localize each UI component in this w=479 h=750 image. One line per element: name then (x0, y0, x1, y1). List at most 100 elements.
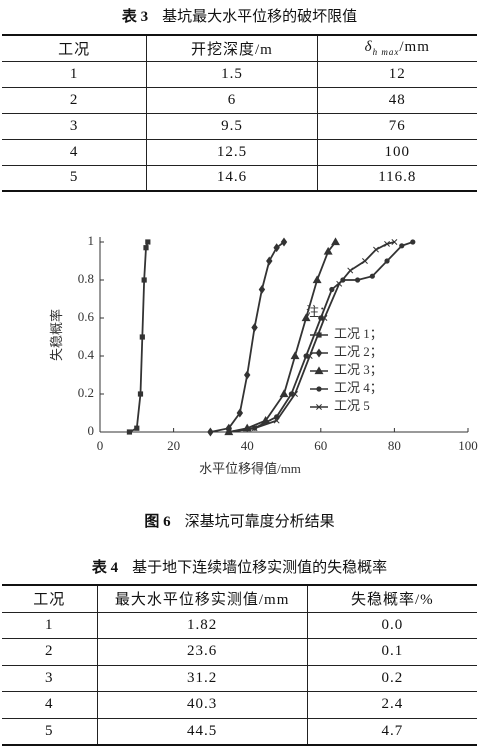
marker (303, 353, 309, 359)
row: 4 40.3 2.4 (2, 691, 477, 719)
line (228, 241, 395, 433)
x-tick-label: 100 (458, 438, 478, 453)
table-caption: 表 3 基坑最大水平位移的破坏限值 (0, 5, 479, 26)
legend-label: 工况 2； (334, 344, 383, 360)
y-axis-label: 失稳概率 (49, 309, 64, 361)
marker (316, 386, 322, 392)
line (210, 241, 285, 433)
cell: 14.6 (146, 165, 318, 192)
marker (315, 348, 323, 358)
cell: 12.5 (146, 139, 318, 166)
marker (126, 429, 133, 435)
marker (312, 275, 322, 284)
marker (292, 391, 298, 397)
cell: 0.0 (306, 612, 477, 639)
subscript: h max (372, 47, 400, 58)
marker (225, 429, 232, 435)
cell: 31.2 (96, 665, 308, 692)
header-cell: δh max/mm (316, 35, 477, 62)
figure-caption: 图 6 深基坑可靠度分析结果 (0, 510, 479, 531)
table-label: 表 3 (121, 9, 149, 25)
marker (410, 239, 416, 245)
x-tick-label: 20 (167, 438, 180, 453)
marker (384, 240, 390, 247)
legend-label: 工况 4； (334, 380, 383, 396)
figure-label: 图 6 (144, 514, 171, 530)
marker (329, 286, 335, 293)
legend-label: 工况 3； (334, 362, 383, 378)
marker (323, 246, 333, 255)
marker (314, 366, 324, 375)
marker (258, 285, 266, 294)
row: 2 6 48 (2, 87, 477, 114)
symbol: δ (364, 39, 373, 56)
marker (207, 427, 214, 437)
marker (301, 313, 311, 322)
cell: 1 (2, 61, 148, 88)
x-tick-label: 40 (241, 438, 254, 453)
marker (316, 404, 322, 410)
table-caption: 表 4 基于地下连续墙位移实测值的失稳概率 (0, 556, 479, 577)
marker (266, 256, 273, 266)
header-cell: 工况 (2, 35, 148, 62)
cell: 12 (316, 61, 477, 88)
marker (316, 332, 322, 338)
y-tick-label: 0 (88, 423, 95, 438)
cell: 1 (2, 612, 98, 639)
row: 3 9.5 76 (2, 113, 477, 140)
row: 1 1.82 0.0 (2, 612, 477, 639)
legend-label: 工况 5 (334, 398, 370, 413)
table-title: 基坑最大水平位移的破坏限值 (162, 9, 358, 25)
cell: 23.6 (96, 638, 308, 666)
row: 5 14.6 116.8 (2, 165, 477, 192)
marker (318, 315, 324, 321)
marker (134, 425, 140, 431)
row: 5 44.5 4.7 (2, 718, 477, 745)
marker (362, 258, 368, 264)
header-cell: 失稳概率/% (306, 585, 477, 613)
cell: 2 (2, 87, 148, 114)
cell: 76 (316, 113, 477, 140)
cell: 1.5 (146, 61, 318, 88)
legend-label: 工况 1； (334, 326, 383, 342)
marker (384, 258, 390, 264)
marker (279, 389, 289, 398)
y-tick-label: 0.4 (78, 347, 95, 362)
cell: 4 (2, 139, 148, 166)
marker (139, 334, 145, 340)
line (129, 241, 149, 433)
cell: 5 (2, 718, 98, 745)
row: 3 31.2 0.2 (2, 665, 477, 692)
cell: 4.7 (306, 718, 477, 745)
marker (288, 391, 294, 397)
y-tick-label: 1 (88, 233, 95, 248)
y-tick-label: 0.2 (78, 385, 94, 400)
x-tick-label: 60 (314, 438, 327, 453)
table: 工况 最大水平位移实测值/mm 失稳概率/% 1 1.82 0.0 2 23.6 0.1 3 31.… (2, 584, 477, 746)
x-axis-label: 水平位移得值/mm (199, 461, 301, 476)
legend-title: 注： (306, 304, 332, 319)
row: 1 1.5 12 (2, 61, 477, 88)
table-label: 表 4 (91, 560, 119, 576)
row: 2 23.6 0.1 (2, 638, 477, 666)
marker (373, 246, 379, 253)
marker (251, 323, 258, 332)
cell: 116.8 (316, 165, 477, 192)
x-tick-label: 0 (97, 438, 104, 453)
cell: 40.3 (96, 691, 308, 719)
marker (355, 277, 361, 283)
marker (336, 280, 343, 287)
marker (290, 351, 300, 360)
y-tick-label: 0.8 (78, 271, 94, 286)
marker (137, 391, 144, 397)
marker (243, 370, 251, 380)
cell: 4 (2, 691, 98, 719)
cell: 1.82 (96, 612, 308, 639)
cell: 44.5 (96, 718, 308, 745)
cell: 3 (2, 665, 98, 692)
marker (331, 237, 340, 246)
cell: 0.2 (306, 665, 477, 692)
cell: 9.5 (146, 113, 318, 140)
cell: 3 (2, 113, 148, 140)
marker (280, 237, 288, 247)
